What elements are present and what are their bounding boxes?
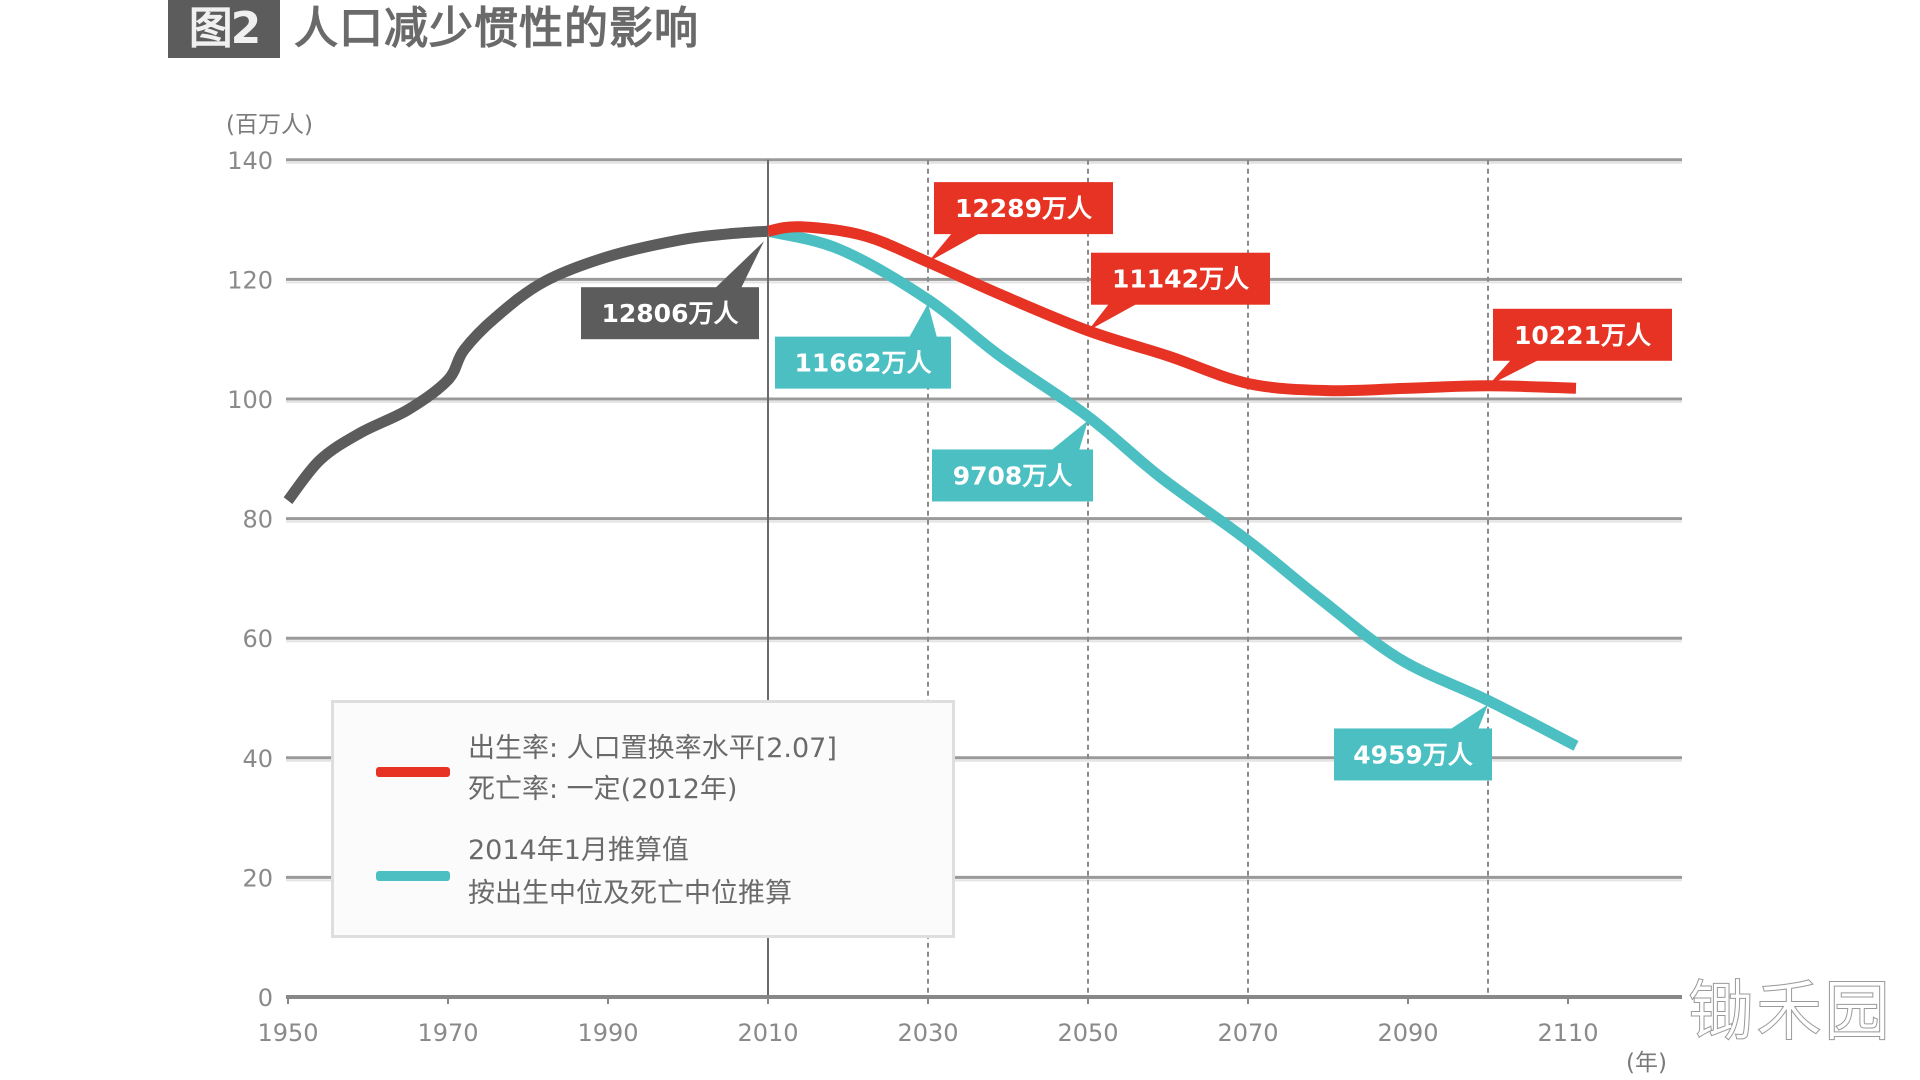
callout: 9708万人 [932,420,1093,502]
callout: 12289万人 [928,182,1113,263]
callout-label: 9708万人 [953,461,1073,490]
x-axis-label: (年) [1626,1050,1667,1076]
callout-box [1091,252,1270,305]
series-line-estimate [766,225,1579,751]
callout-label: 11662万人 [795,349,932,378]
y-axis-label: (百万人) [226,112,313,138]
callout-label: 10221万人 [1514,321,1651,350]
legend-line: 死亡率: 一定(2012年) [468,774,738,805]
callout-pointer [909,303,937,338]
y-tick-label: 120 [227,266,273,294]
y-tick-label: 140 [227,147,273,175]
callouts: 12806万人 12289万人 11142万人 10221万人 11662万人 9708万… [581,182,1672,781]
legend-swatch-red [376,767,450,777]
callout-label: 11142万人 [1112,265,1249,294]
callout-box [775,336,951,389]
callout-box [1334,728,1492,781]
y-tick-label: 20 [242,864,273,892]
callout: 12806万人 [581,241,764,340]
callout-pointer [715,241,764,289]
figure-badge: 图2 [168,0,280,58]
callout-box [581,287,759,340]
chart-title: 人口减少惯性的影响 [294,3,699,54]
callout-pointer [1488,359,1539,386]
x-tick-label: 1970 [417,1019,478,1047]
callout: 10221万人 [1488,308,1672,386]
axes: 0 20 40 60 80 100 120 140 1950 1970 1990 2010 2030 20… [227,147,1682,1047]
callout-label: 12289万人 [955,194,1092,223]
x-tick-label: 2030 [897,1019,958,1047]
y-tick-label: 80 [242,506,273,534]
x-tick-label: 1950 [257,1019,318,1047]
callout: 11142万人 [1088,252,1270,331]
legend-line: 出生率: 人口置换率水平[2.07] [468,733,837,764]
callout-label: 4959万人 [1353,740,1473,769]
callout-box [932,449,1093,502]
legend: 出生率: 人口置换率水平[2.07] 死亡率: 一定(2012年) 2014年1… [331,700,955,938]
x-tick-label: 2090 [1377,1019,1438,1047]
x-tick-label: 2050 [1057,1019,1118,1047]
legend-swatch-cyan [376,871,450,881]
callout-pointer [1051,420,1088,451]
y-tick-label: 0 [258,984,273,1012]
callout-pointer [928,233,980,263]
x-tick-label: 2010 [737,1019,798,1047]
series-line-replacement [766,221,1577,397]
y-tick-label: 40 [242,745,273,773]
callout-pointer [1450,704,1488,730]
callout-box [934,182,1113,235]
callout: 4959万人 [1334,704,1492,781]
legend-line: 按出生中位及死亡中位推算 [468,878,792,909]
callout-box [1493,308,1672,361]
y-tick-label: 60 [242,625,273,653]
x-tick-label: 1990 [577,1019,638,1047]
series-lines [283,221,1579,751]
series-line-actual [283,225,769,505]
x-tick-label: 2070 [1217,1019,1278,1047]
x-tick-label: 2110 [1537,1019,1598,1047]
y-tick-label: 100 [227,386,273,414]
legend-line: 2014年1月推算值 [468,835,689,866]
callout-pointer [1088,303,1137,331]
callout: 11662万人 [775,303,951,389]
callout-label: 12806万人 [602,299,739,328]
watermark: 锄禾园 [1688,973,1892,1051]
